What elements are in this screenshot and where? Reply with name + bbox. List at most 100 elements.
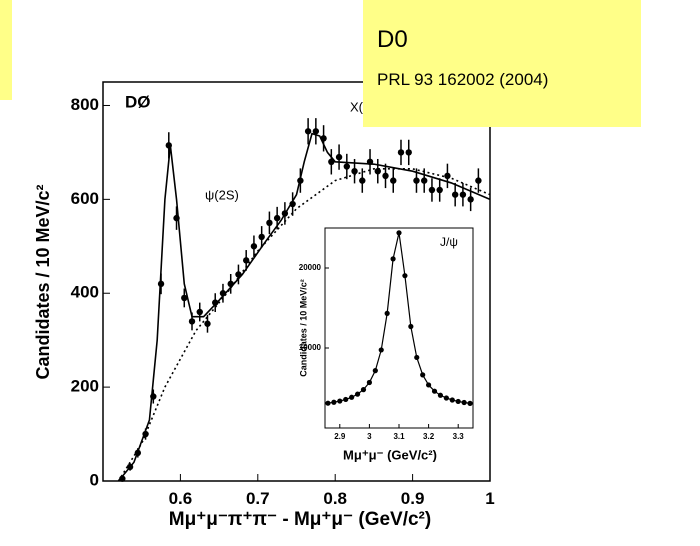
data-point <box>337 398 343 404</box>
y-tick-label: 200 <box>71 377 99 396</box>
data-point <box>372 368 378 374</box>
data-point <box>436 186 443 194</box>
data-point <box>134 449 142 457</box>
data-point <box>390 177 397 184</box>
data-point <box>366 158 374 165</box>
data-point <box>266 219 273 227</box>
sticky-note <box>0 0 12 100</box>
x-tick-label: 3.1 <box>393 432 405 441</box>
data-point <box>297 177 304 184</box>
note-text: PRL 93 162002 (2004) <box>377 70 549 89</box>
data-point <box>382 172 389 180</box>
data-point <box>289 200 296 208</box>
data-point <box>402 273 408 279</box>
data-point <box>378 347 384 353</box>
experiment-label: DØ <box>125 92 151 111</box>
data-point <box>157 280 165 288</box>
x-tick-label: 2.9 <box>334 432 346 441</box>
inset-x-axis-label: Mμ⁺μ⁻ (GeV/c²) <box>343 447 437 462</box>
data-point <box>461 399 467 406</box>
data-point <box>428 186 436 194</box>
data-point <box>443 395 449 401</box>
inset-label: J/ψ <box>440 235 458 249</box>
fit-curve <box>117 132 491 482</box>
data-point <box>354 391 361 397</box>
data-point <box>328 158 335 165</box>
data-point <box>119 475 126 482</box>
sticky-note: D0 PRL 93 162002 (2004) <box>363 0 641 127</box>
data-point <box>467 400 473 406</box>
data-point <box>396 230 402 236</box>
data-point <box>343 163 351 170</box>
data-point <box>173 214 180 222</box>
data-point <box>219 290 227 297</box>
data-point <box>142 430 149 438</box>
x-tick-label: 3.2 <box>423 432 435 441</box>
data-point <box>320 135 327 142</box>
data-point <box>196 308 203 316</box>
data-point <box>204 320 211 327</box>
data-point <box>250 243 258 250</box>
data-point <box>181 294 188 302</box>
data-point <box>273 214 281 222</box>
data-point <box>405 149 412 156</box>
data-point <box>312 128 320 135</box>
data-point <box>335 153 343 161</box>
data-point <box>281 210 289 217</box>
data-point <box>426 382 432 388</box>
data-point <box>235 271 242 278</box>
data-point <box>431 388 438 394</box>
data-point <box>420 372 426 378</box>
data-point <box>467 196 474 203</box>
data-point <box>449 397 455 403</box>
data-point <box>444 172 451 180</box>
data-point <box>188 318 196 325</box>
x-axis-label: Mμ⁺μ⁻π⁺π⁻ - Mμ⁺μ⁻ (GeV/c²) <box>169 509 431 530</box>
y-tick-label: 600 <box>71 189 99 208</box>
data-point <box>413 177 420 184</box>
x-tick-label: 0.6 <box>169 489 193 508</box>
data-point <box>374 167 381 175</box>
data-point <box>359 177 366 184</box>
annotation: ψ(2S) <box>205 187 239 202</box>
data-point <box>304 128 312 135</box>
data-point <box>459 191 467 198</box>
data-point <box>390 256 396 262</box>
data-point <box>258 233 265 241</box>
data-point <box>408 323 414 330</box>
data-point <box>397 149 405 156</box>
x-tick-label: 0.9 <box>401 489 425 508</box>
x-tick-label: 1 <box>485 489 494 508</box>
x-tick-label: 0.7 <box>246 489 270 508</box>
data-point <box>451 191 459 198</box>
data-point <box>331 399 337 405</box>
x-tick-label: 0.8 <box>323 489 347 508</box>
data-point <box>150 393 157 400</box>
x-tick-label: 3 <box>367 432 372 441</box>
inset-y-axis-label: Candidates / 10 MeV/c² <box>298 279 308 377</box>
y-tick-label: 800 <box>71 95 99 114</box>
data-point <box>349 394 355 400</box>
y-tick-label: 0 <box>90 470 99 489</box>
data-point <box>242 257 250 264</box>
data-point <box>227 280 234 288</box>
plot-frame <box>102 81 491 482</box>
data-point <box>343 396 349 403</box>
y-tick-label: 10000 <box>299 343 322 352</box>
data-point <box>421 177 428 184</box>
data-point <box>414 354 420 361</box>
y-tick-label: 400 <box>71 283 99 302</box>
data-point <box>475 177 482 184</box>
background-curve <box>117 168 491 482</box>
note-title: D0 <box>377 26 408 53</box>
data-point <box>325 400 331 406</box>
y-axis-label: Candidates / 10 MeV/c² <box>33 184 53 379</box>
data-point <box>360 387 367 393</box>
data-point <box>366 379 372 386</box>
x-tick-label: 3.3 <box>453 432 465 441</box>
data-point <box>212 299 219 306</box>
data-point <box>165 142 172 149</box>
data-point <box>351 167 358 175</box>
